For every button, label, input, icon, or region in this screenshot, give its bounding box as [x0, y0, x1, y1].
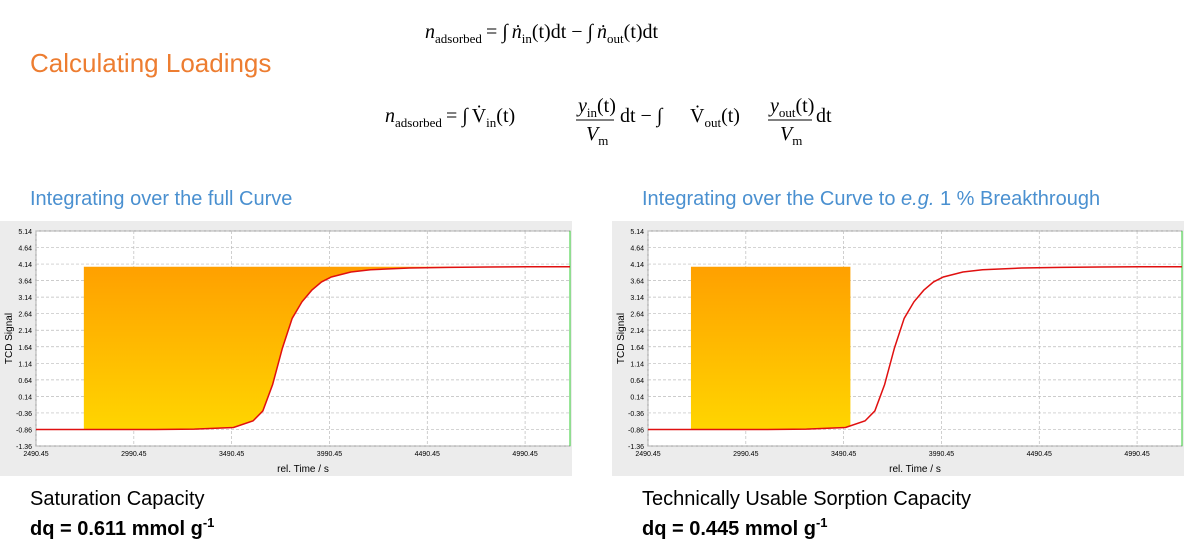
y-tick-label: 3.14: [630, 295, 644, 302]
result-unit-exponent: -1: [816, 515, 828, 530]
y-tick-label: 5.14: [630, 229, 644, 236]
signal-line: [648, 265, 1182, 431]
y-tick-label: -0.86: [628, 427, 644, 434]
x-tick-label: 3490.45: [831, 451, 856, 458]
signal-line: [36, 265, 570, 431]
svg-text:dt − ∫: dt − ∫: [620, 105, 664, 128]
subtitle-part: e.g.: [901, 188, 934, 210]
y-tick-label: 4.14: [18, 262, 32, 269]
y-tick-label: -1.36: [628, 444, 644, 451]
slide-title: Calculating Loadings: [30, 48, 271, 78]
y-tick-label: 4.64: [630, 246, 644, 253]
chart-subtitle: Integrating over the full Curve: [30, 188, 292, 210]
result: dq = 0.611 mmol g-1: [30, 515, 214, 540]
x-tick-label: 4990.45: [512, 451, 537, 458]
x-tick-label: 4490.45: [415, 451, 440, 458]
y-tick-label: -1.36: [16, 444, 32, 451]
chart-subtitle: Integrating over the Curve to e.g. 1 % B…: [642, 188, 1100, 210]
caption: Saturation Capacity: [30, 488, 205, 510]
svg-text:Vm: Vm: [780, 123, 802, 148]
y-tick-label: 2.64: [18, 312, 32, 319]
y-tick-label: 1.64: [630, 345, 644, 352]
y-tick-label: 2.14: [18, 328, 32, 335]
svg-text:V̇out(t): V̇out(t): [690, 103, 740, 130]
y-tick-label: 3.14: [18, 295, 32, 302]
svg-text:yin(t): yin(t): [576, 95, 616, 120]
svg-text:nadsorbed= ∫V̇in(t): nadsorbed = ∫ V̇in(t): [385, 103, 515, 130]
y-tick-label: 1.64: [18, 345, 32, 352]
result: dq = 0.445 mmol g-1: [642, 515, 828, 540]
y-tick-label: 4.64: [18, 246, 32, 253]
svg-text:dt: dt: [816, 105, 832, 127]
subtitle-part: Integrating over the full Curve: [30, 188, 292, 210]
y-tick-label: 0.64: [18, 378, 32, 385]
y-tick-label: 4.14: [630, 262, 644, 269]
svg-text:Vm: Vm: [586, 123, 608, 148]
x-tick-label: 4990.45: [1124, 451, 1149, 458]
x-axis-label: rel. Time / s: [277, 464, 329, 475]
x-tick-label: 3990.45: [317, 451, 342, 458]
x-axis-label: rel. Time / s: [889, 464, 941, 475]
x-tick-label: 2490.45: [635, 451, 660, 458]
subtitle-part: 1 % Breakthrough: [934, 188, 1100, 210]
y-tick-label: 1.14: [630, 361, 644, 368]
y-tick-label: 2.64: [630, 312, 644, 319]
y-tick-label: 2.14: [630, 328, 644, 335]
result-value: dq = 0.445 mmol g: [642, 518, 816, 540]
x-tick-label: 2990.45: [733, 451, 758, 458]
y-tick-label: -0.36: [16, 411, 32, 418]
result-unit-exponent: -1: [203, 515, 215, 530]
y-tick-label: -0.86: [16, 427, 32, 434]
equation: nadsorbed = ∫ V̇in(t) yin(t) Vm dt − ∫ V̇o…: [385, 95, 832, 148]
y-tick-label: 0.14: [18, 394, 32, 401]
x-tick-label: 3490.45: [219, 451, 244, 458]
integrated-area: [83, 266, 570, 430]
y-axis-label: TCD Signal: [4, 313, 15, 364]
y-tick-label: 5.14: [18, 229, 32, 236]
x-tick-label: 3990.45: [929, 451, 954, 458]
caption: Technically Usable Sorption Capacity: [642, 488, 971, 510]
y-tick-label: -0.36: [628, 411, 644, 418]
x-tick-label: 4490.45: [1027, 451, 1052, 458]
svg-text:yout(t): yout(t): [768, 95, 814, 120]
y-tick-label: 0.64: [630, 378, 644, 385]
y-tick-label: 3.64: [18, 279, 32, 286]
x-tick-label: 2990.45: [121, 451, 146, 458]
y-tick-label: 0.14: [630, 394, 644, 401]
x-tick-label: 2490.45: [23, 451, 48, 458]
equation: nadsorbed = ∫ ṅin(t)dt − ∫ ṅout(t)dt: [425, 21, 659, 46]
y-tick-label: 1.14: [18, 361, 32, 368]
y-tick-label: 3.64: [630, 279, 644, 286]
y-axis-label: TCD Signal: [616, 313, 627, 364]
subtitle-part: Integrating over the Curve to: [642, 188, 901, 210]
integrated-area: [690, 266, 851, 430]
result-value: dq = 0.611 mmol g: [30, 518, 203, 540]
